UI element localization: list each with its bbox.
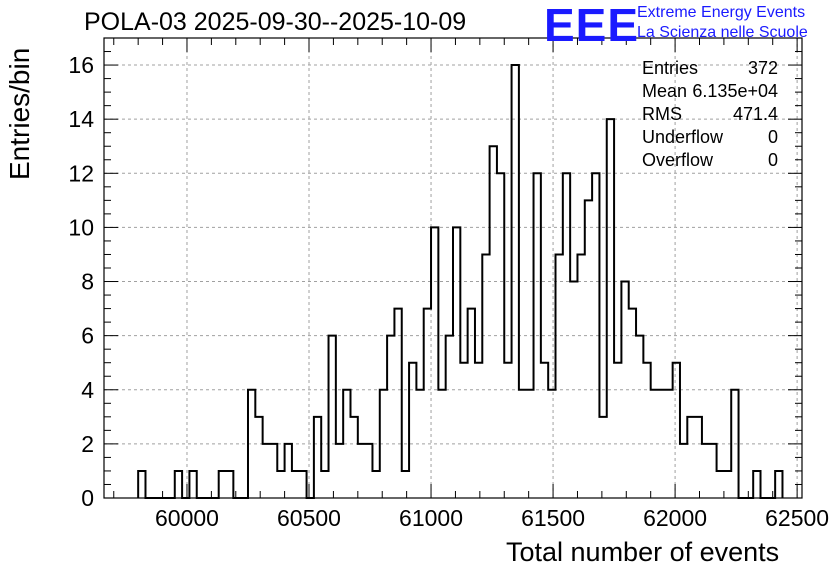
stats-row-mean: Mean 6.135e+04 xyxy=(638,81,780,104)
stats-value: 0 xyxy=(767,127,778,147)
y-tick-label: 10 xyxy=(68,214,94,240)
logo-caption: Extreme Energy Events La Scienza nelle S… xyxy=(637,3,808,43)
histogram-line xyxy=(137,64,784,499)
tick-labels: 60000 60500 61000 61500 62000 62500 0 2 4 6 8 10 12 1… xyxy=(68,52,829,531)
y-tick-label: 0 xyxy=(81,485,94,511)
x-tick-label: 60000 xyxy=(155,505,219,531)
x-tick-label: 62000 xyxy=(643,505,707,531)
stats-row-entries: Entries 372 xyxy=(638,58,780,81)
y-tick-label: 12 xyxy=(68,160,94,186)
x-tick-label: 62500 xyxy=(765,505,829,531)
stats-row-rms: RMS 471.4 xyxy=(638,104,780,127)
axes xyxy=(103,37,803,499)
logo-line-1: Extreme Energy Events xyxy=(637,4,806,21)
chart-title: POLA-03 2025-09-30--2025-10-09 xyxy=(84,8,467,36)
y-axis-label: Entries/bin xyxy=(4,47,35,180)
x-axis-label: Total number of events xyxy=(506,537,780,567)
x-tick-label: 60500 xyxy=(277,505,341,531)
stats-row-overflow: Overflow 0 xyxy=(638,150,780,173)
y-tick-label: 4 xyxy=(81,377,94,403)
eee-logo: EEE xyxy=(544,0,640,51)
stats-key: RMS xyxy=(642,104,682,124)
x-tick-label: 61000 xyxy=(399,505,463,531)
stats-key: Underflow xyxy=(642,127,724,147)
stats-key: Entries xyxy=(642,58,699,78)
stats-value: 471.4 xyxy=(732,104,778,124)
x-tick-label: 61500 xyxy=(521,505,585,531)
y-tick-label: 8 xyxy=(81,269,94,295)
stats-key: Mean xyxy=(642,81,688,101)
stats-value: 6.135e+04 xyxy=(692,81,778,101)
stats-value: 0 xyxy=(767,150,778,170)
y-tick-label: 6 xyxy=(81,323,94,349)
y-tick-label: 14 xyxy=(68,106,94,132)
y-tick-label: 16 xyxy=(68,52,94,78)
stats-value: 372 xyxy=(747,58,778,78)
stats-row-underflow: Underflow 0 xyxy=(638,127,780,150)
logo-line-2: La Scienza nelle Scuole xyxy=(637,24,808,41)
y-tick-label: 2 xyxy=(81,431,94,457)
stats-key: Overflow xyxy=(642,150,714,170)
stats-box: Entries 372 Mean 6.135e+04 RMS 471.4 Underf… xyxy=(638,58,780,173)
